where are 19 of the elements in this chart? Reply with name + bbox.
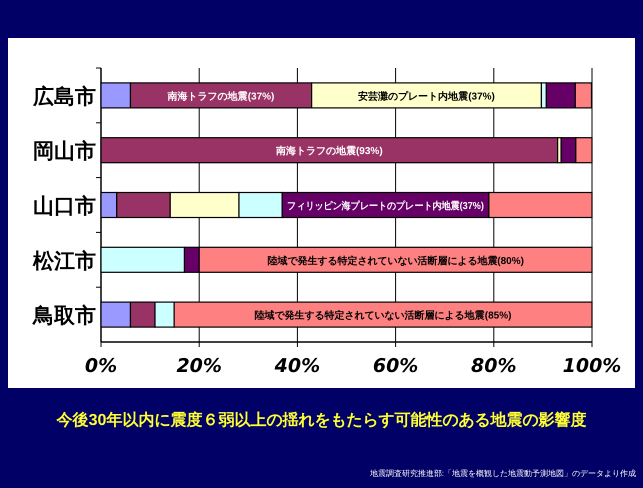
data-label: 陸域で発生する特定されていない活断層による地震(80%) xyxy=(267,254,524,267)
y-tick-label: 山口市 xyxy=(33,194,96,218)
x-tick-label: 100% xyxy=(562,355,622,377)
text: 地震調査研究推進部:「地震を概観した地震動予測地図」のデータより作成 xyxy=(368,469,636,478)
y-tick-label: 広島市 xyxy=(32,84,96,108)
x-tick-label: 0% xyxy=(84,355,118,377)
data-label: フィリッピン海プレートのプレート内地震(37%) xyxy=(287,200,504,212)
y-tick-label: 鳥取市 xyxy=(32,304,96,328)
data-label: 南海トラフの地震(93%) xyxy=(274,145,383,158)
x-tick-label: 80% xyxy=(471,355,517,377)
x-tick-label: 20% xyxy=(176,355,222,377)
data-label: 南海トラフの地震(37%) xyxy=(166,90,274,102)
y-tick-label: 岡山市 xyxy=(33,139,96,164)
data-label: 陸域で発生する特定されていない活断層による地震(85%) xyxy=(254,310,512,322)
text: 今後30年以内に震度６弱以上の揺れをもたらす可能性のある地震の影響度 xyxy=(56,410,586,429)
data-label: 安芸灘のプレート内地震(37%) xyxy=(358,90,495,102)
x-tick-label: 60% xyxy=(372,355,418,377)
y-tick-label: 松江市 xyxy=(32,248,96,273)
x-tick-label: 40% xyxy=(274,355,320,377)
